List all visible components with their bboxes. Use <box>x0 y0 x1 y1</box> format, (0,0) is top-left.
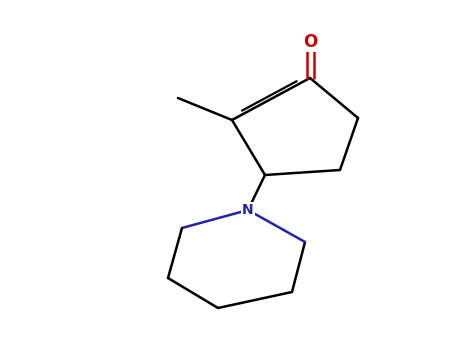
Text: O: O <box>303 33 317 51</box>
Text: N: N <box>242 203 254 217</box>
